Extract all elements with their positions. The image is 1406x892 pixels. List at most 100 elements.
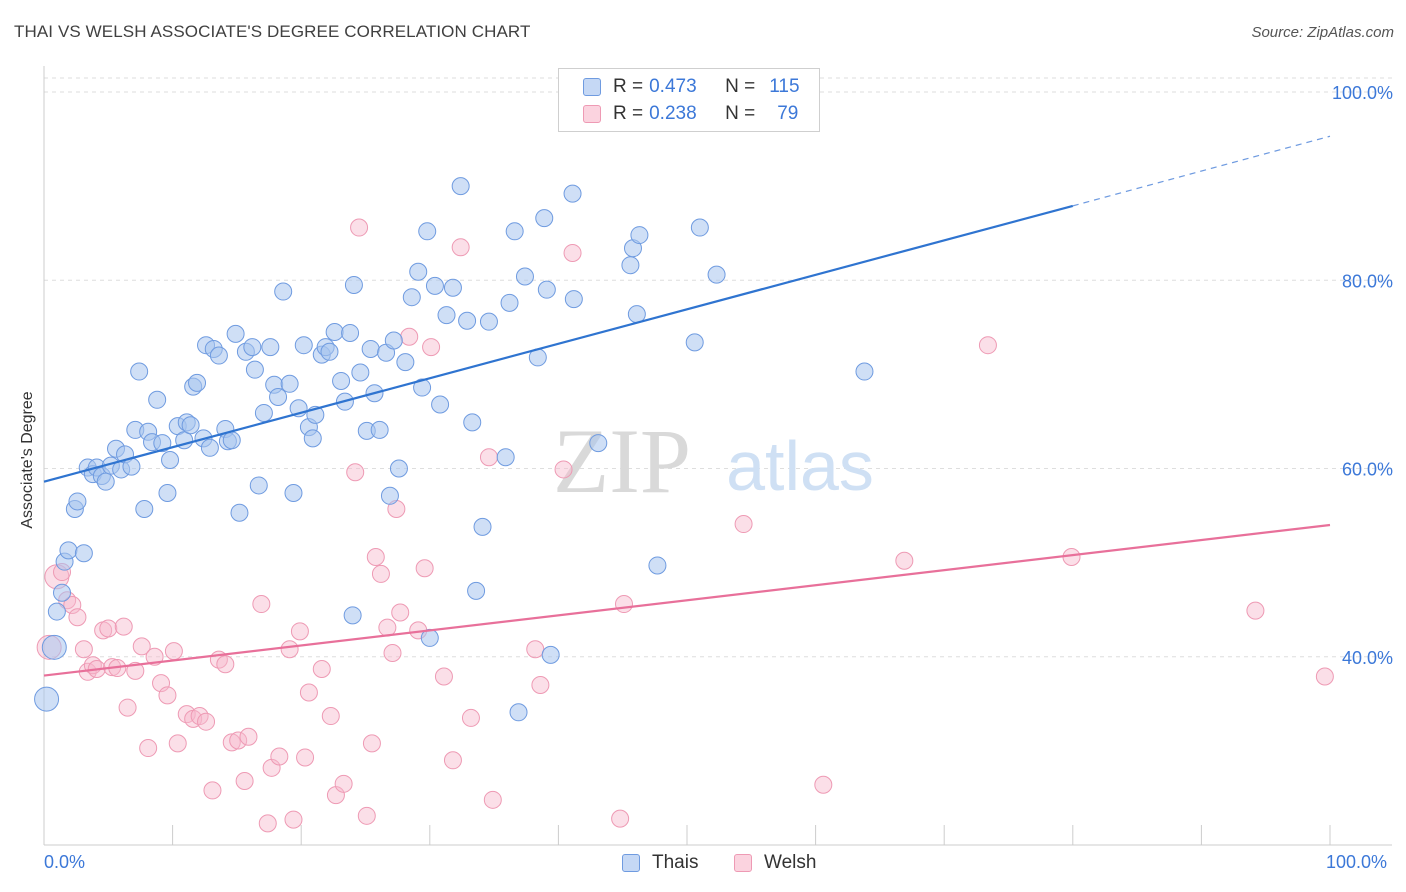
n-value: 115 [769, 76, 800, 97]
thais-point [41, 634, 67, 660]
thais-point [425, 276, 444, 295]
welsh-point [814, 775, 833, 794]
thais-point [351, 363, 370, 382]
thais-point [74, 544, 93, 563]
thais-trend-line [43, 204, 1074, 483]
welsh-point [415, 559, 434, 578]
welsh-point [296, 748, 315, 767]
thais-swatch [622, 854, 640, 872]
thais-point [621, 256, 640, 275]
welsh-point [252, 595, 271, 614]
thais-point [451, 177, 470, 196]
welsh-point [1246, 601, 1265, 620]
thais-point [505, 222, 524, 241]
welsh-point [235, 771, 254, 790]
r-value: 0.238 [649, 103, 697, 124]
thais-point [409, 262, 428, 281]
legend-row-thais: R = 0.473 N = 115 [583, 75, 800, 99]
welsh-point [216, 655, 235, 674]
legend-label-welsh: Welsh [764, 852, 817, 873]
welsh-point [371, 564, 390, 583]
welsh-point [126, 661, 145, 680]
thais-point [685, 333, 704, 352]
thais-point [158, 483, 177, 502]
thais-point [53, 583, 72, 602]
thais-point [200, 438, 219, 457]
watermark-atlas: atlas [726, 427, 874, 505]
r-label: R = [613, 76, 644, 97]
thais-point [96, 472, 115, 491]
thais-point [396, 353, 415, 372]
thais-point [437, 306, 456, 325]
welsh-trend-line [43, 523, 1331, 677]
thais-point [148, 390, 167, 409]
thais-point [261, 338, 280, 357]
n-value: 79 [777, 103, 799, 124]
legend-row-welsh: R = 0.238 N = 79 [583, 102, 798, 126]
welsh-point [68, 608, 87, 627]
welsh-point [132, 637, 151, 656]
series-legend: Thais Welsh [0, 852, 1406, 878]
thais-point [243, 338, 262, 357]
welsh-point [366, 547, 385, 566]
thais-trend-extension [1072, 135, 1331, 207]
thais-point [361, 339, 380, 358]
welsh-swatch [583, 105, 601, 123]
welsh-point [383, 643, 402, 662]
welsh-point [239, 727, 258, 746]
thais-point [648, 556, 667, 575]
thais-point [402, 288, 421, 307]
y-tick-labels: 40.0% 60.0% 80.0% 100.0% [1332, 83, 1393, 668]
thais-point [230, 503, 249, 522]
thais-point [68, 492, 87, 511]
welsh-point [74, 640, 93, 659]
thais-point [500, 293, 519, 312]
welsh-point [229, 731, 248, 750]
thais-point [47, 602, 66, 621]
thais-point [249, 476, 268, 495]
grid-lines [44, 77, 1392, 658]
thais-point [130, 362, 149, 381]
welsh-point [158, 686, 177, 705]
series-thais-points [34, 177, 874, 722]
n-label: N = [725, 103, 756, 124]
welsh-point [346, 463, 365, 482]
welsh-point [362, 734, 381, 753]
welsh-point [99, 619, 118, 638]
y-tick-label: 40.0% [1342, 648, 1393, 668]
thais-point [413, 378, 432, 397]
thais-point [458, 311, 477, 330]
welsh-point [321, 707, 340, 726]
r-value: 0.473 [649, 76, 697, 97]
thais-point [535, 209, 554, 228]
welsh-point [270, 747, 289, 766]
thais-point [855, 362, 874, 381]
thais-point [59, 541, 78, 560]
watermark: ZIP atlas [553, 410, 874, 512]
welsh-point [139, 739, 158, 758]
watermark-zip: ZIP [553, 410, 691, 512]
thais-point [343, 606, 362, 625]
thais-point [332, 371, 351, 390]
thais-point [707, 265, 726, 284]
thais-point [181, 416, 200, 435]
thais-point [209, 346, 228, 365]
thais-point [274, 282, 293, 301]
welsh-point [164, 642, 183, 661]
welsh-point [299, 683, 318, 702]
thais-point [325, 323, 344, 342]
thais-point [254, 403, 273, 422]
welsh-point [531, 675, 550, 694]
welsh-point [479, 448, 498, 467]
x-tick-min: 0.0% [44, 852, 86, 872]
welsh-point [434, 667, 453, 686]
welsh-point [461, 708, 480, 727]
source-credit: Source: ZipAtlas.com [1251, 24, 1394, 41]
welsh-point [978, 336, 997, 355]
thais-point [537, 280, 556, 299]
welsh-point [526, 640, 545, 659]
welsh-point [563, 243, 582, 262]
thais-point [541, 645, 560, 664]
welsh-point [451, 238, 470, 257]
